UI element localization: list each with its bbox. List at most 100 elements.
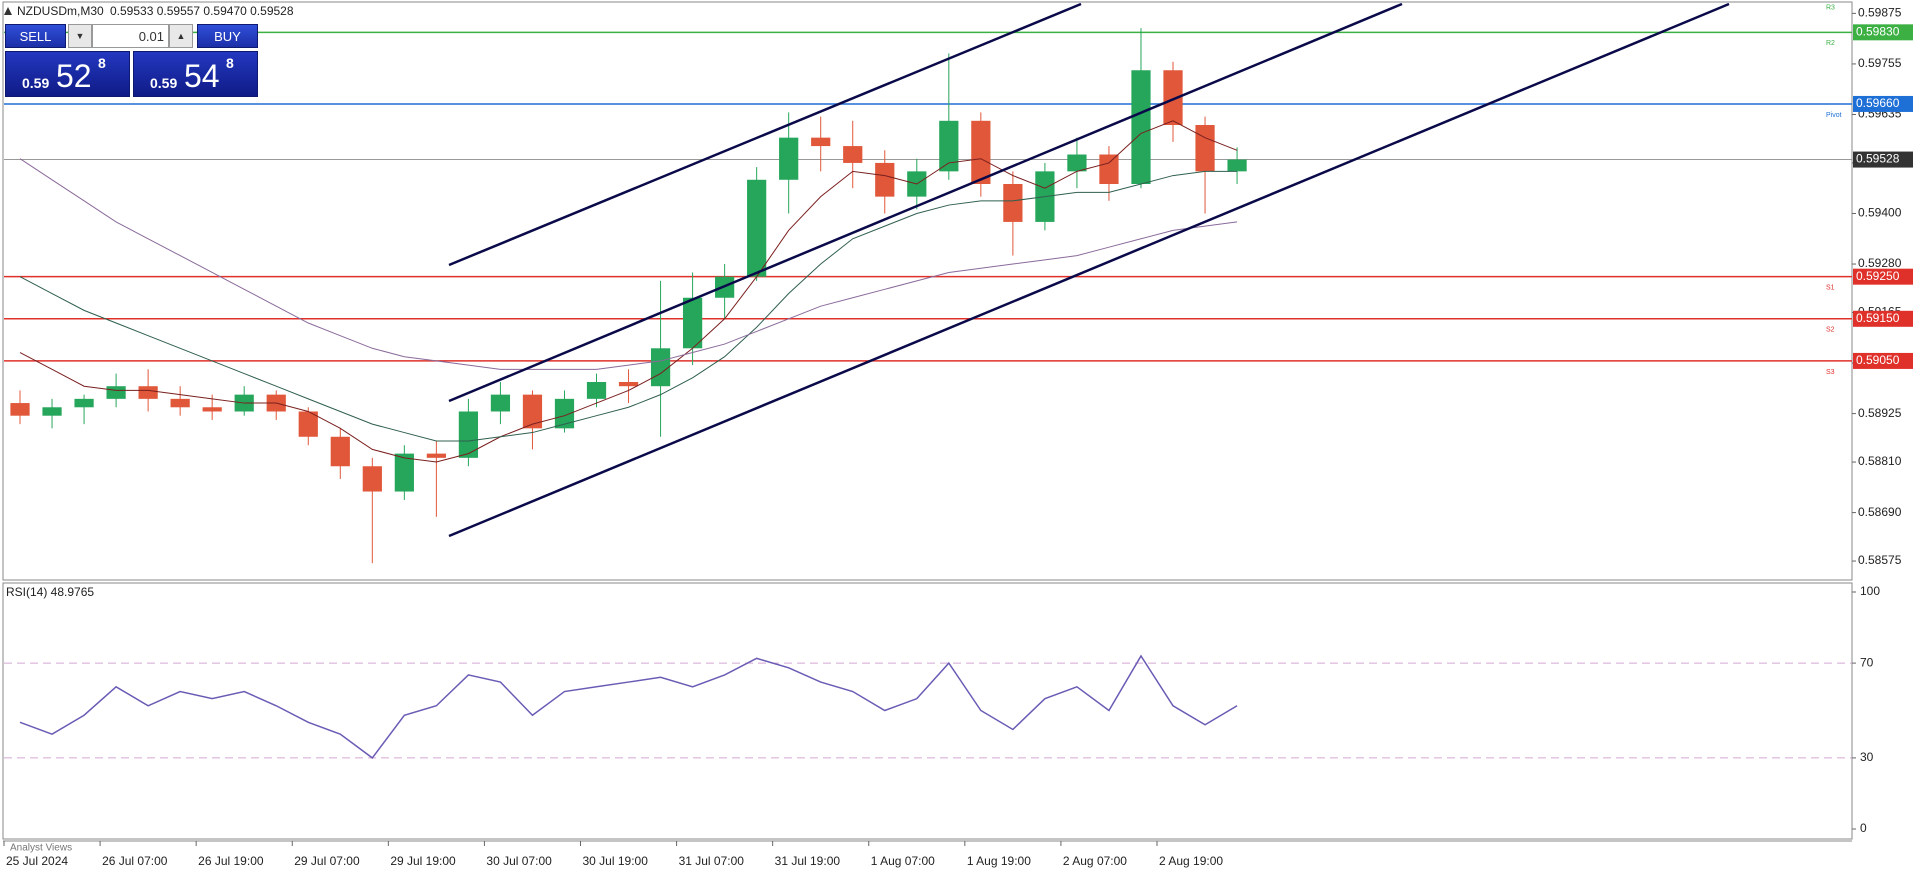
- candle-body: [490, 394, 511, 412]
- candle-body: [170, 398, 190, 408]
- x-tick-label: 1 Aug 07:00: [871, 854, 935, 868]
- main-frame: [2, 1, 1853, 581]
- candle-body: [202, 407, 222, 412]
- ask-main: 54: [184, 58, 220, 94]
- candle-body: [1163, 70, 1183, 126]
- x-tick-label: 26 Jul 07:00: [102, 854, 168, 868]
- price-box-label: 0.59150: [1856, 311, 1900, 325]
- price-box: [1853, 151, 1913, 168]
- level-name: R2: [1826, 40, 1835, 47]
- y-tick-label: 0.58810: [1858, 454, 1902, 468]
- candle-body: [554, 398, 575, 429]
- buy-button[interactable]: BUY: [197, 24, 258, 48]
- x-tick-label: 2 Aug 07:00: [1063, 854, 1127, 868]
- x-tick-label: 31 Jul 07:00: [679, 854, 745, 868]
- price-box-label: 0.59830: [1856, 25, 1900, 39]
- candle-body: [618, 381, 639, 387]
- y-tick-label: 100: [1860, 584, 1880, 598]
- candle-body: [426, 453, 446, 458]
- level-name: Pivot: [1826, 112, 1842, 119]
- rsi-frame: [2, 582, 1853, 840]
- rsi-title: RSI(14) 48.9765: [6, 585, 94, 599]
- y-tick-label: 0.59280: [1858, 256, 1902, 270]
- bid-quote[interactable]: 0.59 52 8: [5, 51, 130, 97]
- candle-body: [298, 411, 318, 437]
- candle-body: [1003, 183, 1023, 222]
- price-box-label: 0.59660: [1856, 96, 1900, 110]
- candle-body: [138, 386, 158, 399]
- candle-body: [747, 179, 767, 277]
- trend-line: [448, 2, 1730, 538]
- y-tick-label: 0.58690: [1858, 505, 1902, 519]
- price-box: [1853, 95, 1913, 112]
- candle-body: [1227, 159, 1247, 172]
- x-tick-label: 30 Jul 07:00: [486, 854, 552, 868]
- candle-body: [586, 381, 607, 399]
- candle-body: [42, 407, 62, 416]
- level-name: R3: [1826, 4, 1835, 11]
- candle-body: [522, 394, 543, 429]
- level-name: S1: [1826, 285, 1835, 292]
- price-box-label: 0.59528: [1856, 152, 1900, 166]
- plot-area: [4, 28, 1852, 564]
- ohlc: 0.59533 0.59557 0.59470 0.59528: [110, 4, 294, 18]
- lot-down[interactable]: ▼: [68, 24, 92, 48]
- trend-line: [448, 2, 1403, 403]
- candle-body: [10, 403, 30, 416]
- moving-average: [19, 120, 1238, 463]
- candle-body: [362, 466, 382, 492]
- candle-body: [939, 120, 959, 172]
- bid-small: 8: [98, 55, 106, 71]
- y-tick-label: 0: [1860, 821, 1867, 835]
- lot-input[interactable]: 0.01: [92, 24, 169, 48]
- ask-small: 8: [226, 55, 234, 71]
- trade-panel: SELL ▼ 0.01 ▲ BUY 0.59 52 8 0.59 54 8: [5, 24, 258, 98]
- lot-up[interactable]: ▲: [169, 24, 193, 48]
- x-tick-label: 25 Jul 2024: [6, 854, 68, 868]
- candle-body: [875, 162, 895, 197]
- candle-body: [330, 436, 350, 467]
- y-tick-label: 0.58575: [1858, 553, 1902, 567]
- trend-line: [448, 2, 1082, 267]
- candle-body: [650, 348, 671, 387]
- price-box: [1853, 310, 1913, 327]
- y-tick-label: 0.59875: [1858, 6, 1902, 20]
- candle-body: [458, 411, 479, 458]
- moving-average: [19, 170, 1238, 442]
- price-box: [1853, 24, 1913, 41]
- x-tick-label: 2 Aug 19:00: [1159, 854, 1223, 868]
- x-tick-label: 26 Jul 19:00: [198, 854, 264, 868]
- price-box-label: 0.59250: [1856, 269, 1900, 283]
- candle-body: [779, 137, 799, 180]
- candle-body: [843, 146, 863, 163]
- y-tick-label: 0.59400: [1858, 206, 1902, 220]
- price-box: [1853, 352, 1913, 369]
- ask-quote[interactable]: 0.59 54 8: [133, 51, 258, 97]
- y-tick-label: 70: [1860, 655, 1874, 669]
- price-box-label: 0.59050: [1856, 353, 1900, 367]
- price-box: [1853, 268, 1913, 285]
- candle-body: [1067, 154, 1087, 172]
- ask-big: 0.59: [150, 75, 178, 91]
- x-tick-label: 31 Jul 19:00: [775, 854, 841, 868]
- y-tick-label: 0.59755: [1858, 56, 1902, 70]
- x-tick-label: 1 Aug 19:00: [967, 854, 1031, 868]
- level-name: S3: [1826, 369, 1835, 376]
- footer-tab[interactable]: Analyst Views: [10, 843, 72, 854]
- candle-body: [1131, 70, 1151, 184]
- collapse-icon[interactable]: [4, 7, 12, 15]
- candle-body: [1099, 154, 1119, 184]
- bid-main: 52: [56, 58, 92, 94]
- candle-body: [811, 137, 831, 147]
- candle-body: [682, 297, 703, 349]
- x-tick-label: 29 Jul 19:00: [390, 854, 456, 868]
- moving-average: [19, 158, 1238, 370]
- candle-body: [394, 453, 414, 492]
- symbol: NZDUSDm,M30: [17, 4, 104, 18]
- x-tick-label: 30 Jul 19:00: [582, 854, 648, 868]
- rsi-line: [19, 654, 1238, 759]
- candle-body: [971, 120, 991, 184]
- sell-button[interactable]: SELL: [5, 24, 66, 48]
